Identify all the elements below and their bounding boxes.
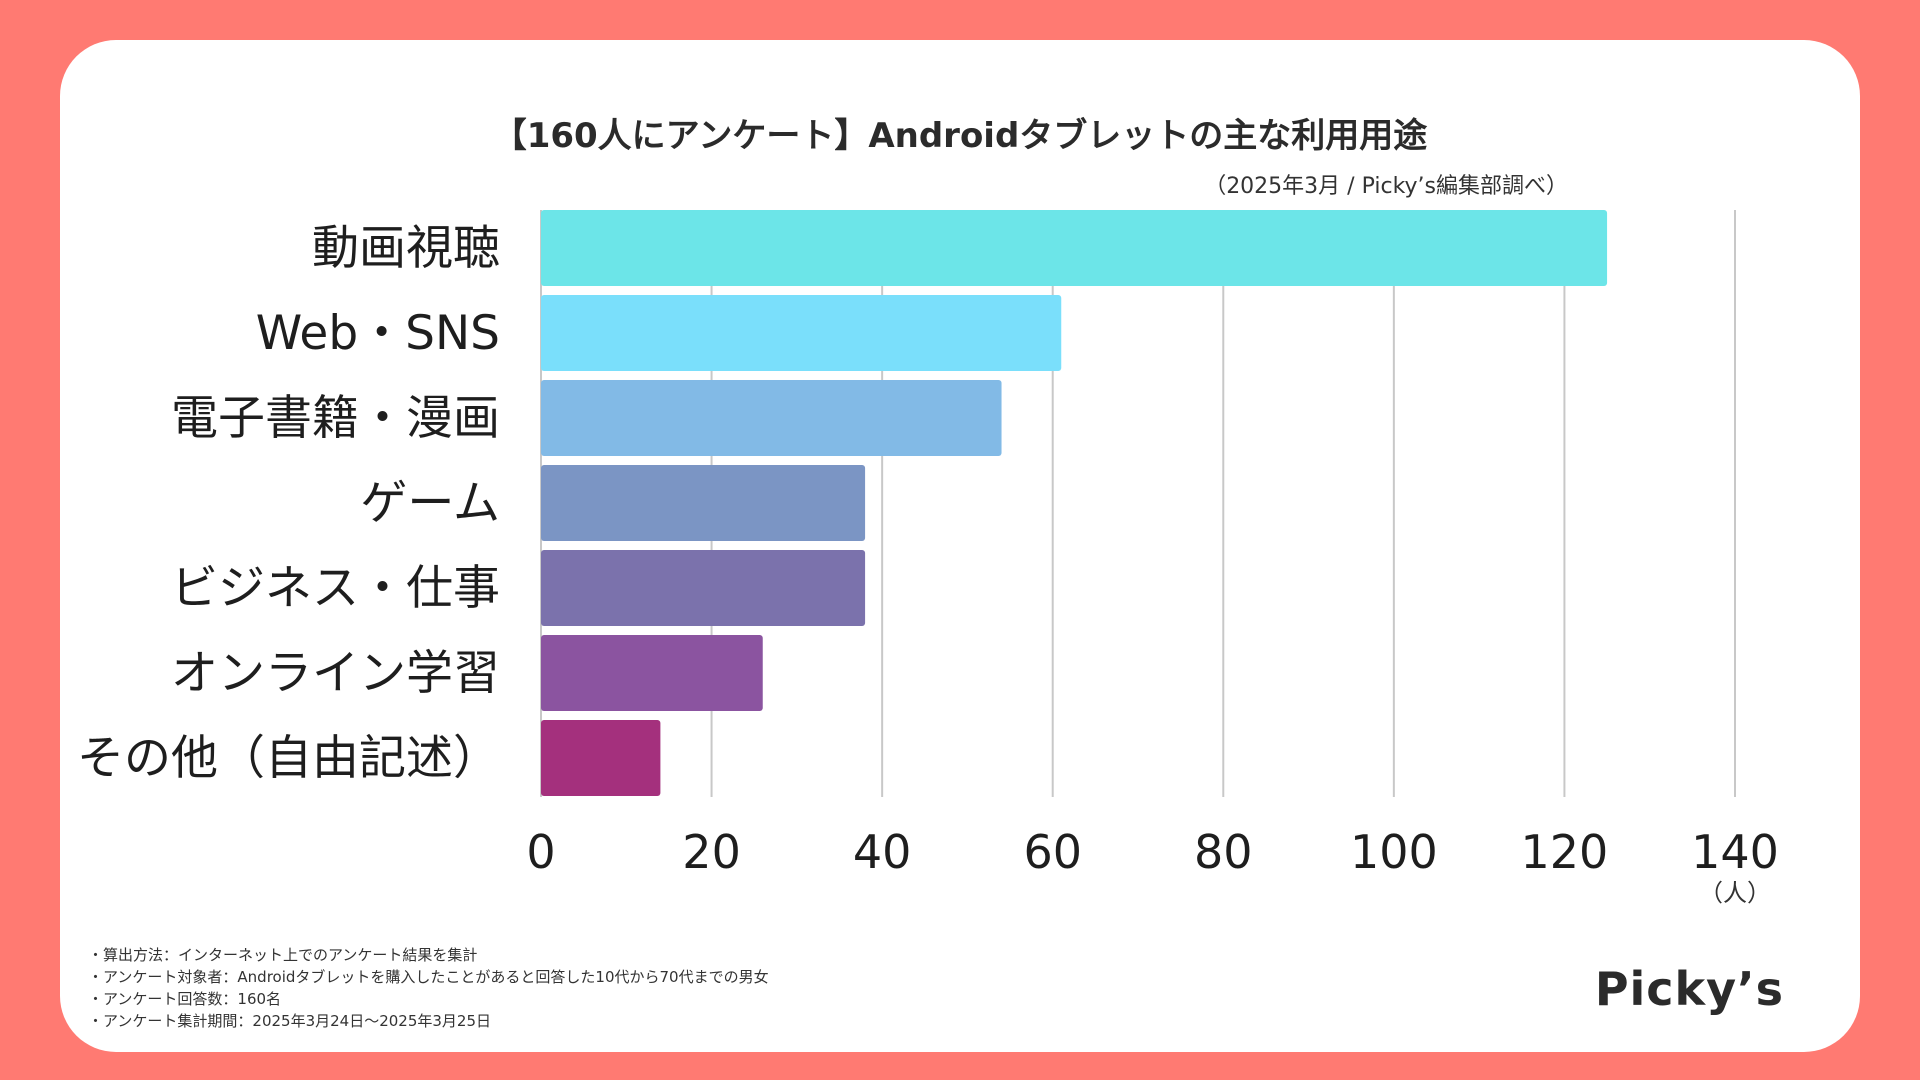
survey-notes: ・算出方法：インターネット上でのアンケート結果を集計 ・アンケート対象者：And…	[88, 944, 769, 1032]
bar	[541, 550, 866, 626]
x-tick-label: 140	[1691, 825, 1779, 879]
category-label: ビジネス・仕事	[171, 561, 500, 616]
x-tick-label: 80	[1194, 825, 1253, 879]
bar	[541, 380, 1002, 456]
bars	[541, 210, 1608, 796]
category-labels: 動画視聴 Web・SNS 電子書籍・漫画ゲームビジネス・仕事オンライン学習その他（自…	[77, 221, 500, 786]
bar	[541, 465, 866, 541]
x-tick-label: 120	[1521, 825, 1609, 879]
bar	[541, 210, 1608, 286]
category-label: Web・SNS	[256, 306, 500, 361]
bar	[541, 295, 1062, 371]
x-tick-label: 60	[1023, 825, 1082, 879]
x-tick-label: 0	[526, 825, 555, 879]
x-tick-label: 100	[1350, 825, 1438, 879]
bar	[541, 635, 763, 711]
category-label: オンライン学習	[171, 646, 500, 701]
category-label: その他（自由記述）	[77, 731, 500, 786]
bar	[541, 720, 661, 796]
category-label: ゲーム	[360, 476, 500, 531]
chart-card	[60, 40, 1860, 1052]
x-axis-ticks: 0 20 40 60 80 100 120 140	[526, 825, 1779, 879]
x-tick-label: 20	[682, 825, 741, 879]
category-label: 動画視聴	[312, 221, 500, 276]
chart-title: 【160人にアンケート】Androidタブレットの主な利用用途	[492, 116, 1428, 156]
x-axis-unit: （人）	[1699, 879, 1771, 907]
note-target: ・アンケート対象者：Androidタブレットを購入したことがあると回答した10代…	[88, 968, 769, 986]
chart-subtitle: （2025年3月 / Picky’s編集部調べ）	[1204, 174, 1568, 199]
x-tick-label: 40	[853, 825, 912, 879]
note-count: ・アンケート回答数：160名	[88, 990, 282, 1008]
note-method: ・算出方法：インターネット上でのアンケート結果を集計	[88, 946, 478, 964]
note-period: ・アンケート集計期間：2025年3月24日〜2025年3月25日	[88, 1012, 492, 1030]
category-label: 電子書籍・漫画	[171, 391, 500, 446]
pickys-logo: Picky’s	[1594, 962, 1784, 1016]
